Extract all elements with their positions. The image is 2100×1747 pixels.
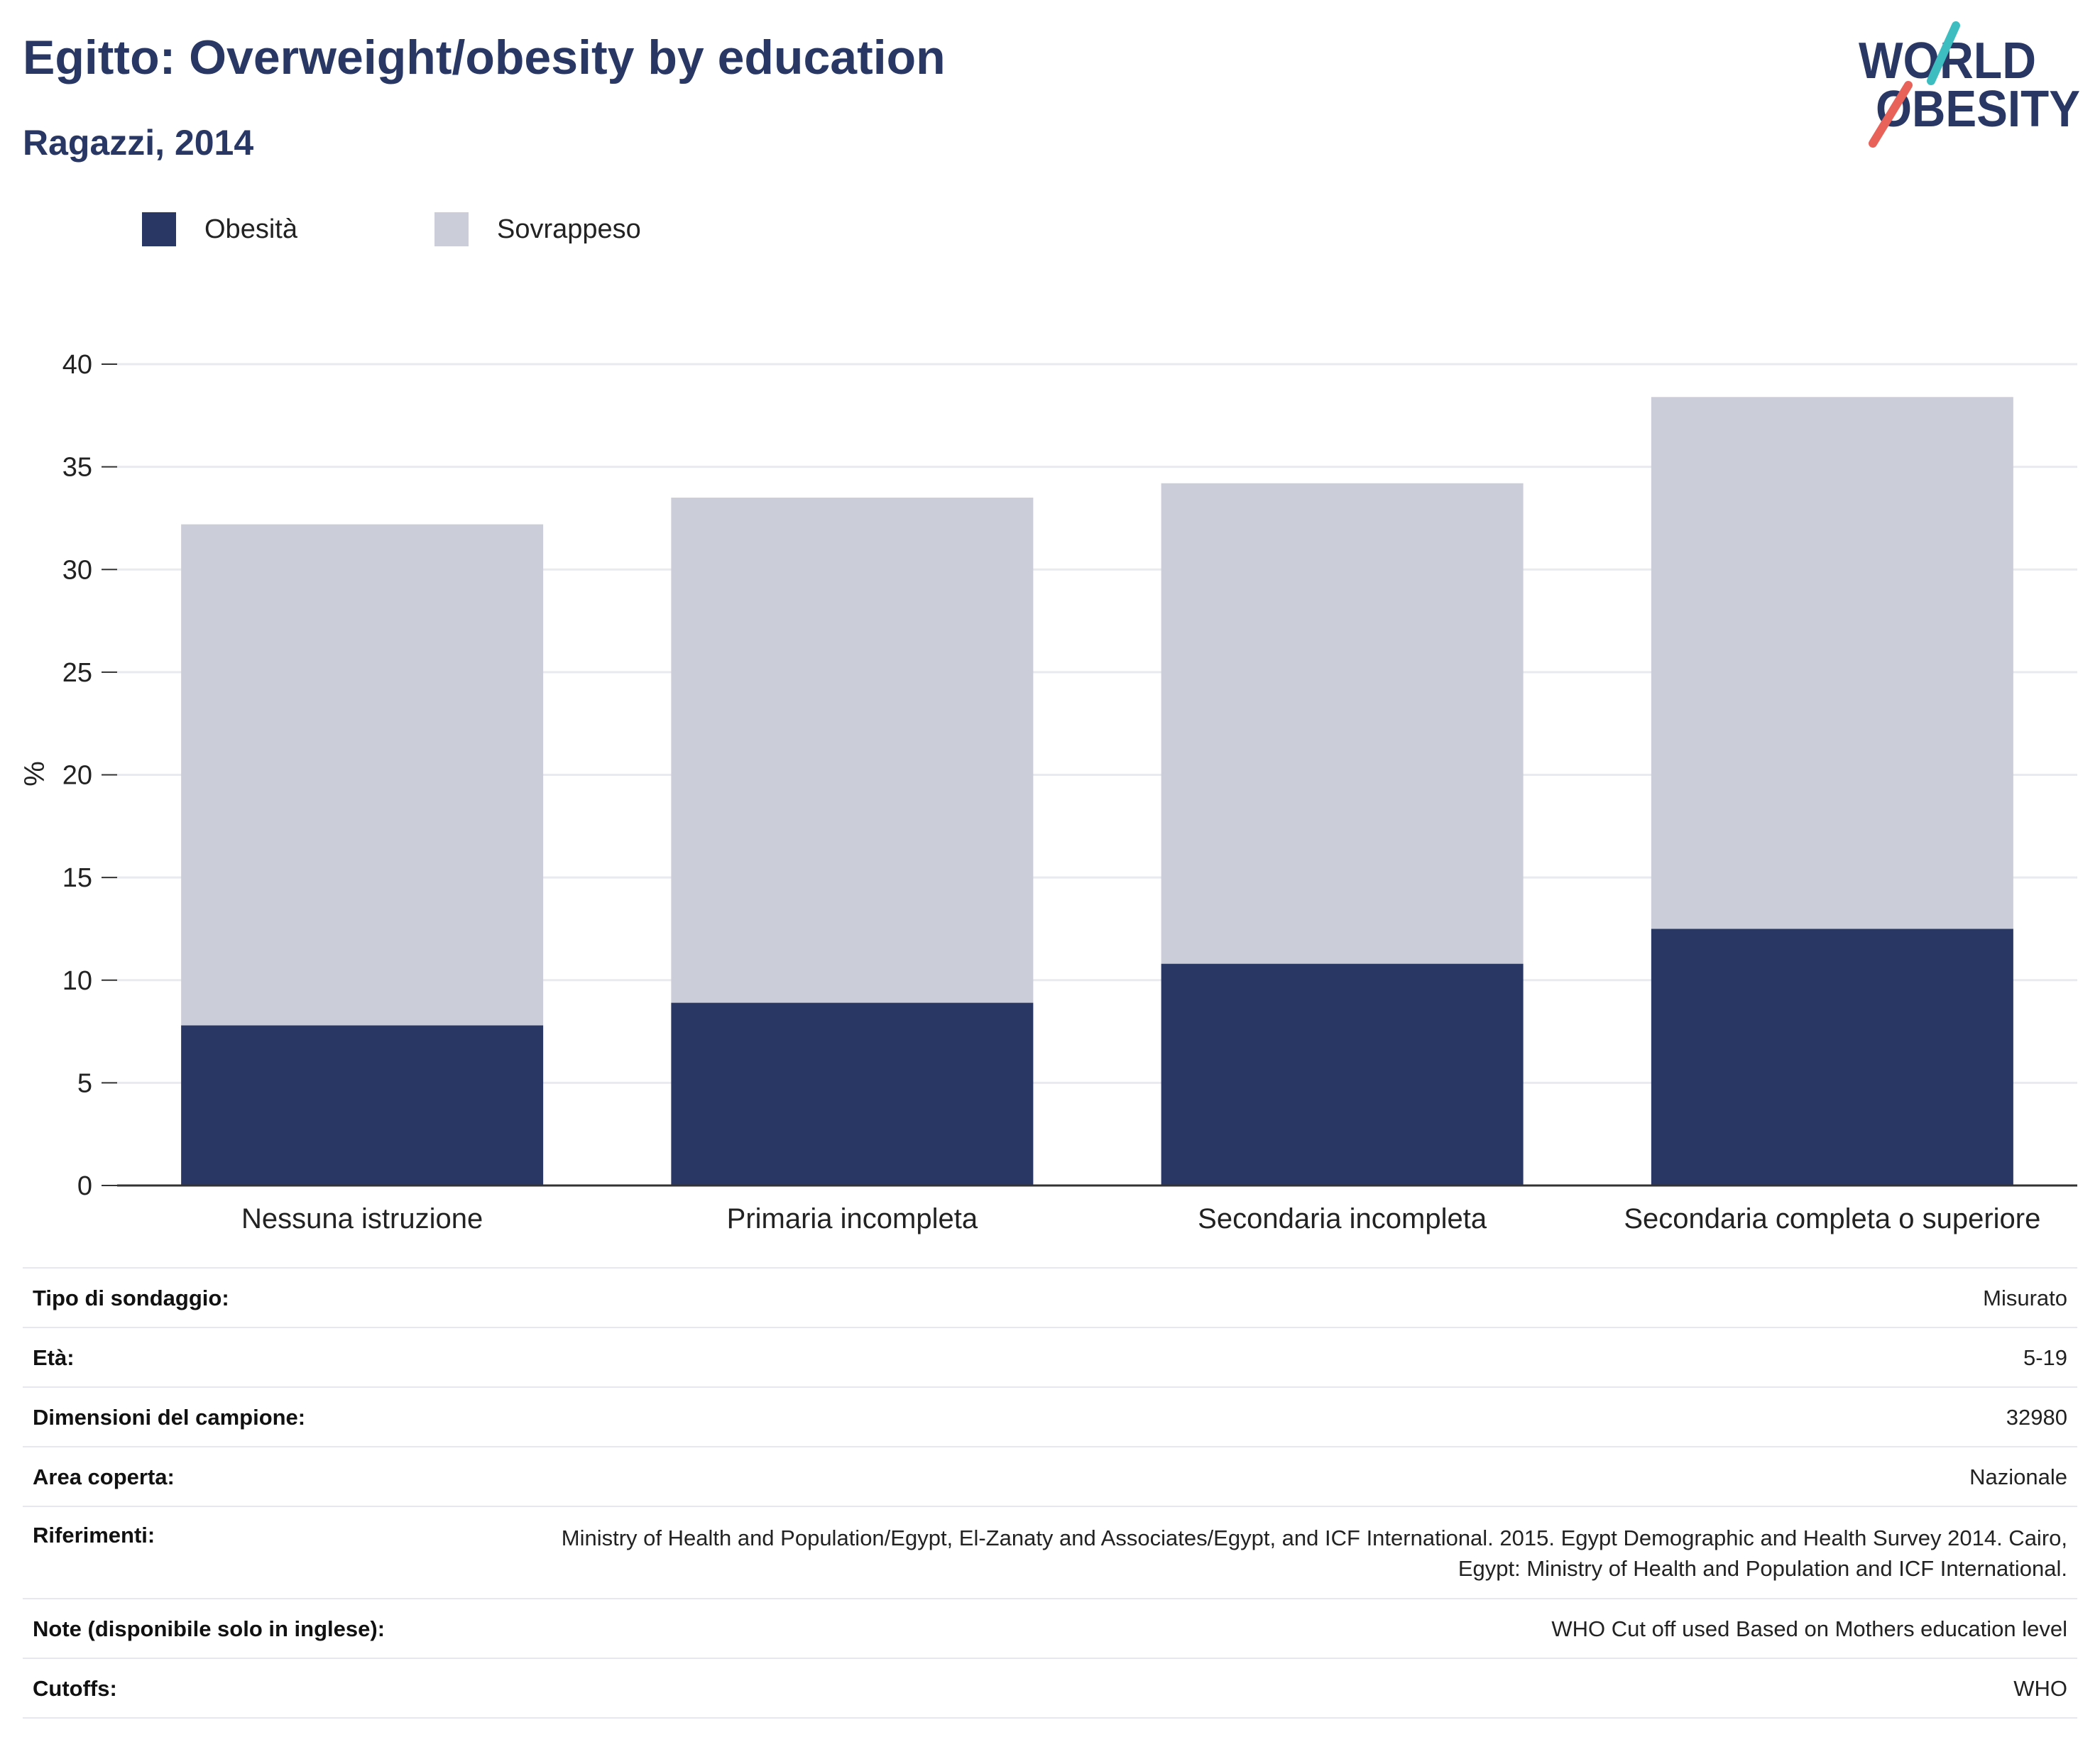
y-tick-label: 35 <box>62 453 92 483</box>
legend-item-overweight[interactable]: Sovrappeso <box>434 209 641 249</box>
y-tick-label: 10 <box>62 966 92 996</box>
info-value: WHO Cut off used Based on Mothers educat… <box>1551 1616 2067 1641</box>
y-tick-label: 40 <box>62 350 92 380</box>
legend-swatch-obesity <box>142 212 176 246</box>
bars <box>181 397 2013 1185</box>
y-axis-title: % <box>19 761 50 787</box>
info-row: Tipo di sondaggio: Misurato <box>23 1269 2077 1328</box>
info-value: WHO <box>2013 1676 2067 1701</box>
info-row: Area coperta: Nazionale <box>23 1447 2077 1507</box>
y-tick-label: 5 <box>77 1068 92 1098</box>
bar-overweight[interactable] <box>671 498 1034 1003</box>
info-key: Note (disponibile solo in inglese): <box>33 1616 385 1641</box>
legend-label-obesity: Obesità <box>204 214 297 244</box>
bar-obesity[interactable] <box>671 1002 1034 1185</box>
info-value: Nazionale <box>1969 1464 2067 1489</box>
y-tick-label: 15 <box>62 863 92 893</box>
info-key: Dimensioni del campione: <box>33 1405 306 1430</box>
x-category-label: Nessuna istruzione <box>241 1203 483 1234</box>
info-row: Dimensioni del campione: 32980 <box>23 1388 2077 1447</box>
info-value: Misurato <box>1983 1286 2067 1310</box>
survey-info-table: Tipo di sondaggio: Misurato Età: 5-19 Dimens… <box>23 1267 2077 1719</box>
x-category-label: Secondaria incompleta <box>1198 1203 1487 1234</box>
bar-overweight[interactable] <box>1161 483 1524 964</box>
x-category-label: Primaria incompleta <box>727 1203 978 1234</box>
y-tick-label: 25 <box>62 658 92 688</box>
y-tick-label: 20 <box>62 761 92 791</box>
legend-label-overweight: Sovrappeso <box>497 214 641 244</box>
bar-obesity[interactable] <box>1651 929 2013 1185</box>
world-obesity-logo: WORLD OBESITY <box>1859 21 2080 148</box>
info-row: Cutoffs: WHO <box>23 1659 2077 1719</box>
info-key: Cutoffs: <box>33 1676 117 1701</box>
bar-overweight[interactable] <box>181 524 544 1026</box>
info-row: Note (disponibile solo in inglese): WHO C… <box>23 1599 2077 1659</box>
info-key: Tipo di sondaggio: <box>33 1286 229 1310</box>
legend-swatch-overweight <box>434 212 469 246</box>
axes: 0 5 10 15 20 25 30 35 40 Nessuna istruzione Primar… <box>62 350 2077 1234</box>
stacked-bar-chart: 0 5 10 15 20 25 30 35 40 Nessuna istruzione Primar… <box>19 350 2077 1234</box>
logo-slash-top <box>1927 21 1960 85</box>
bar-obesity[interactable] <box>1161 963 1524 1185</box>
x-category-label: Secondaria completa o superiore <box>1624 1203 2040 1234</box>
info-value: 5-19 <box>2023 1345 2067 1370</box>
y-tick-label: 0 <box>77 1171 92 1201</box>
info-key: Età: <box>33 1345 75 1370</box>
info-row: Riferimenti: Ministry of Health and Popul… <box>23 1507 2077 1599</box>
chart-subtitle: Ragazzi, 2014 <box>23 123 254 163</box>
logo-slash-bottom <box>1869 81 1913 148</box>
info-value: Ministry of Health and Population/Egypt,… <box>561 1526 2067 1581</box>
bar-obesity[interactable] <box>181 1025 544 1185</box>
info-key: Riferimenti: <box>33 1523 155 1548</box>
y-tick-label: 30 <box>62 555 92 585</box>
info-value: 32980 <box>2006 1405 2067 1430</box>
legend-item-obesity[interactable]: Obesità <box>142 209 297 249</box>
info-key: Area coperta: <box>33 1464 175 1489</box>
chart-title: Egitto: Overweight/obesity by education <box>23 31 946 84</box>
info-row: Età: 5-19 <box>23 1328 2077 1388</box>
bar-overweight[interactable] <box>1651 397 2013 929</box>
